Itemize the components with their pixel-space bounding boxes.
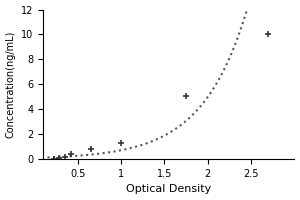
- Y-axis label: Concentration(ng/mL): Concentration(ng/mL): [6, 31, 16, 138]
- X-axis label: Optical Density: Optical Density: [126, 184, 212, 194]
